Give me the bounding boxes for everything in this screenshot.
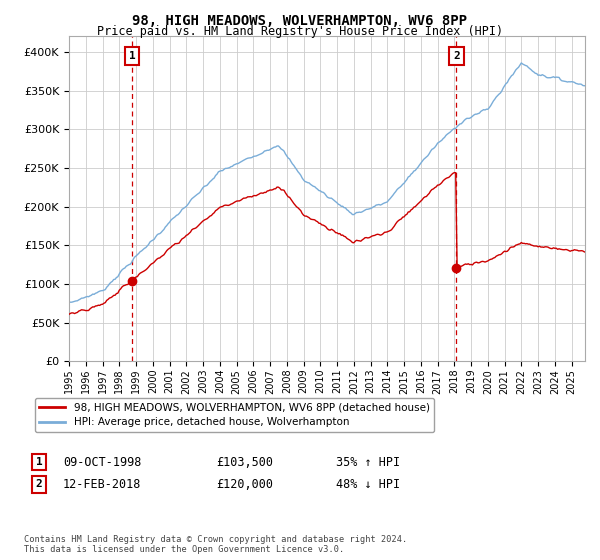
- Legend: 98, HIGH MEADOWS, WOLVERHAMPTON, WV6 8PP (detached house), HPI: Average price, d: 98, HIGH MEADOWS, WOLVERHAMPTON, WV6 8PP…: [35, 398, 434, 432]
- Text: 1: 1: [129, 51, 136, 60]
- Text: Price paid vs. HM Land Registry's House Price Index (HPI): Price paid vs. HM Land Registry's House …: [97, 25, 503, 38]
- Text: 98, HIGH MEADOWS, WOLVERHAMPTON, WV6 8PP: 98, HIGH MEADOWS, WOLVERHAMPTON, WV6 8PP: [133, 14, 467, 28]
- Text: £103,500: £103,500: [216, 455, 273, 469]
- Text: Contains HM Land Registry data © Crown copyright and database right 2024.
This d: Contains HM Land Registry data © Crown c…: [24, 535, 407, 554]
- Text: 2: 2: [453, 51, 460, 60]
- Text: 12-FEB-2018: 12-FEB-2018: [63, 478, 142, 491]
- Text: 1: 1: [35, 457, 43, 467]
- Text: 48% ↓ HPI: 48% ↓ HPI: [336, 478, 400, 491]
- Text: £120,000: £120,000: [216, 478, 273, 491]
- Text: 35% ↑ HPI: 35% ↑ HPI: [336, 455, 400, 469]
- Text: 2: 2: [35, 479, 43, 489]
- Text: 09-OCT-1998: 09-OCT-1998: [63, 455, 142, 469]
